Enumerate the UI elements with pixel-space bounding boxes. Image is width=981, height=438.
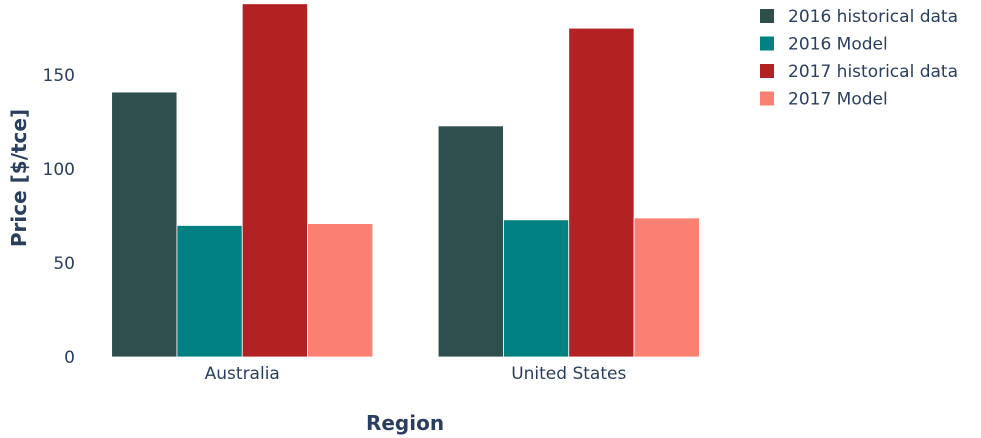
y-tick-label: 150 [43,66,75,86]
y-tick-label: 0 [64,348,75,368]
bar-2017-historical-data-united-states[interactable] [568,27,635,358]
legend-item[interactable]: 2016 Model [760,35,888,55]
bars-layer [111,3,700,358]
bar-2017-historical-data-australia[interactable] [241,3,308,358]
legend-swatch [760,36,774,51]
legend-label: 2017 historical data [788,62,958,82]
legend-swatch [760,64,774,78]
bar-2016-historical-data-australia[interactable] [111,91,178,358]
y-tick-label: 50 [53,254,75,274]
bar-2016-model-australia[interactable] [176,225,243,358]
y-axis-ticks: 0 50 100 150 [43,66,75,368]
x-axis-title: Region [366,411,444,435]
legend-item[interactable]: 2017 historical data [760,62,958,82]
legend-label: 2016 historical data [788,7,958,27]
bar-2016-model-united-states[interactable] [503,219,570,358]
legend-item[interactable]: 2016 historical data [760,7,958,27]
legend-swatch [760,91,774,106]
legend-item[interactable]: 2017 Model [760,90,888,110]
y-tick-label: 100 [43,160,75,180]
bar-2017-model-united-states[interactable] [633,217,700,358]
x-axis-ticks: Australia United States [205,364,627,384]
legend-label: 2016 Model [788,35,888,55]
bar-2017-model-australia[interactable] [307,223,374,358]
legend[interactable]: 2016 historical data 2016 Model 2017 histo… [760,7,958,110]
bar-2016-historical-data-united-states[interactable] [437,125,504,358]
x-tick-label: Australia [205,364,280,384]
y-axis-title: Price [$/tce] [7,109,31,247]
legend-label: 2017 Model [788,90,888,110]
x-tick-label: United States [511,364,626,384]
legend-swatch [760,9,774,23]
